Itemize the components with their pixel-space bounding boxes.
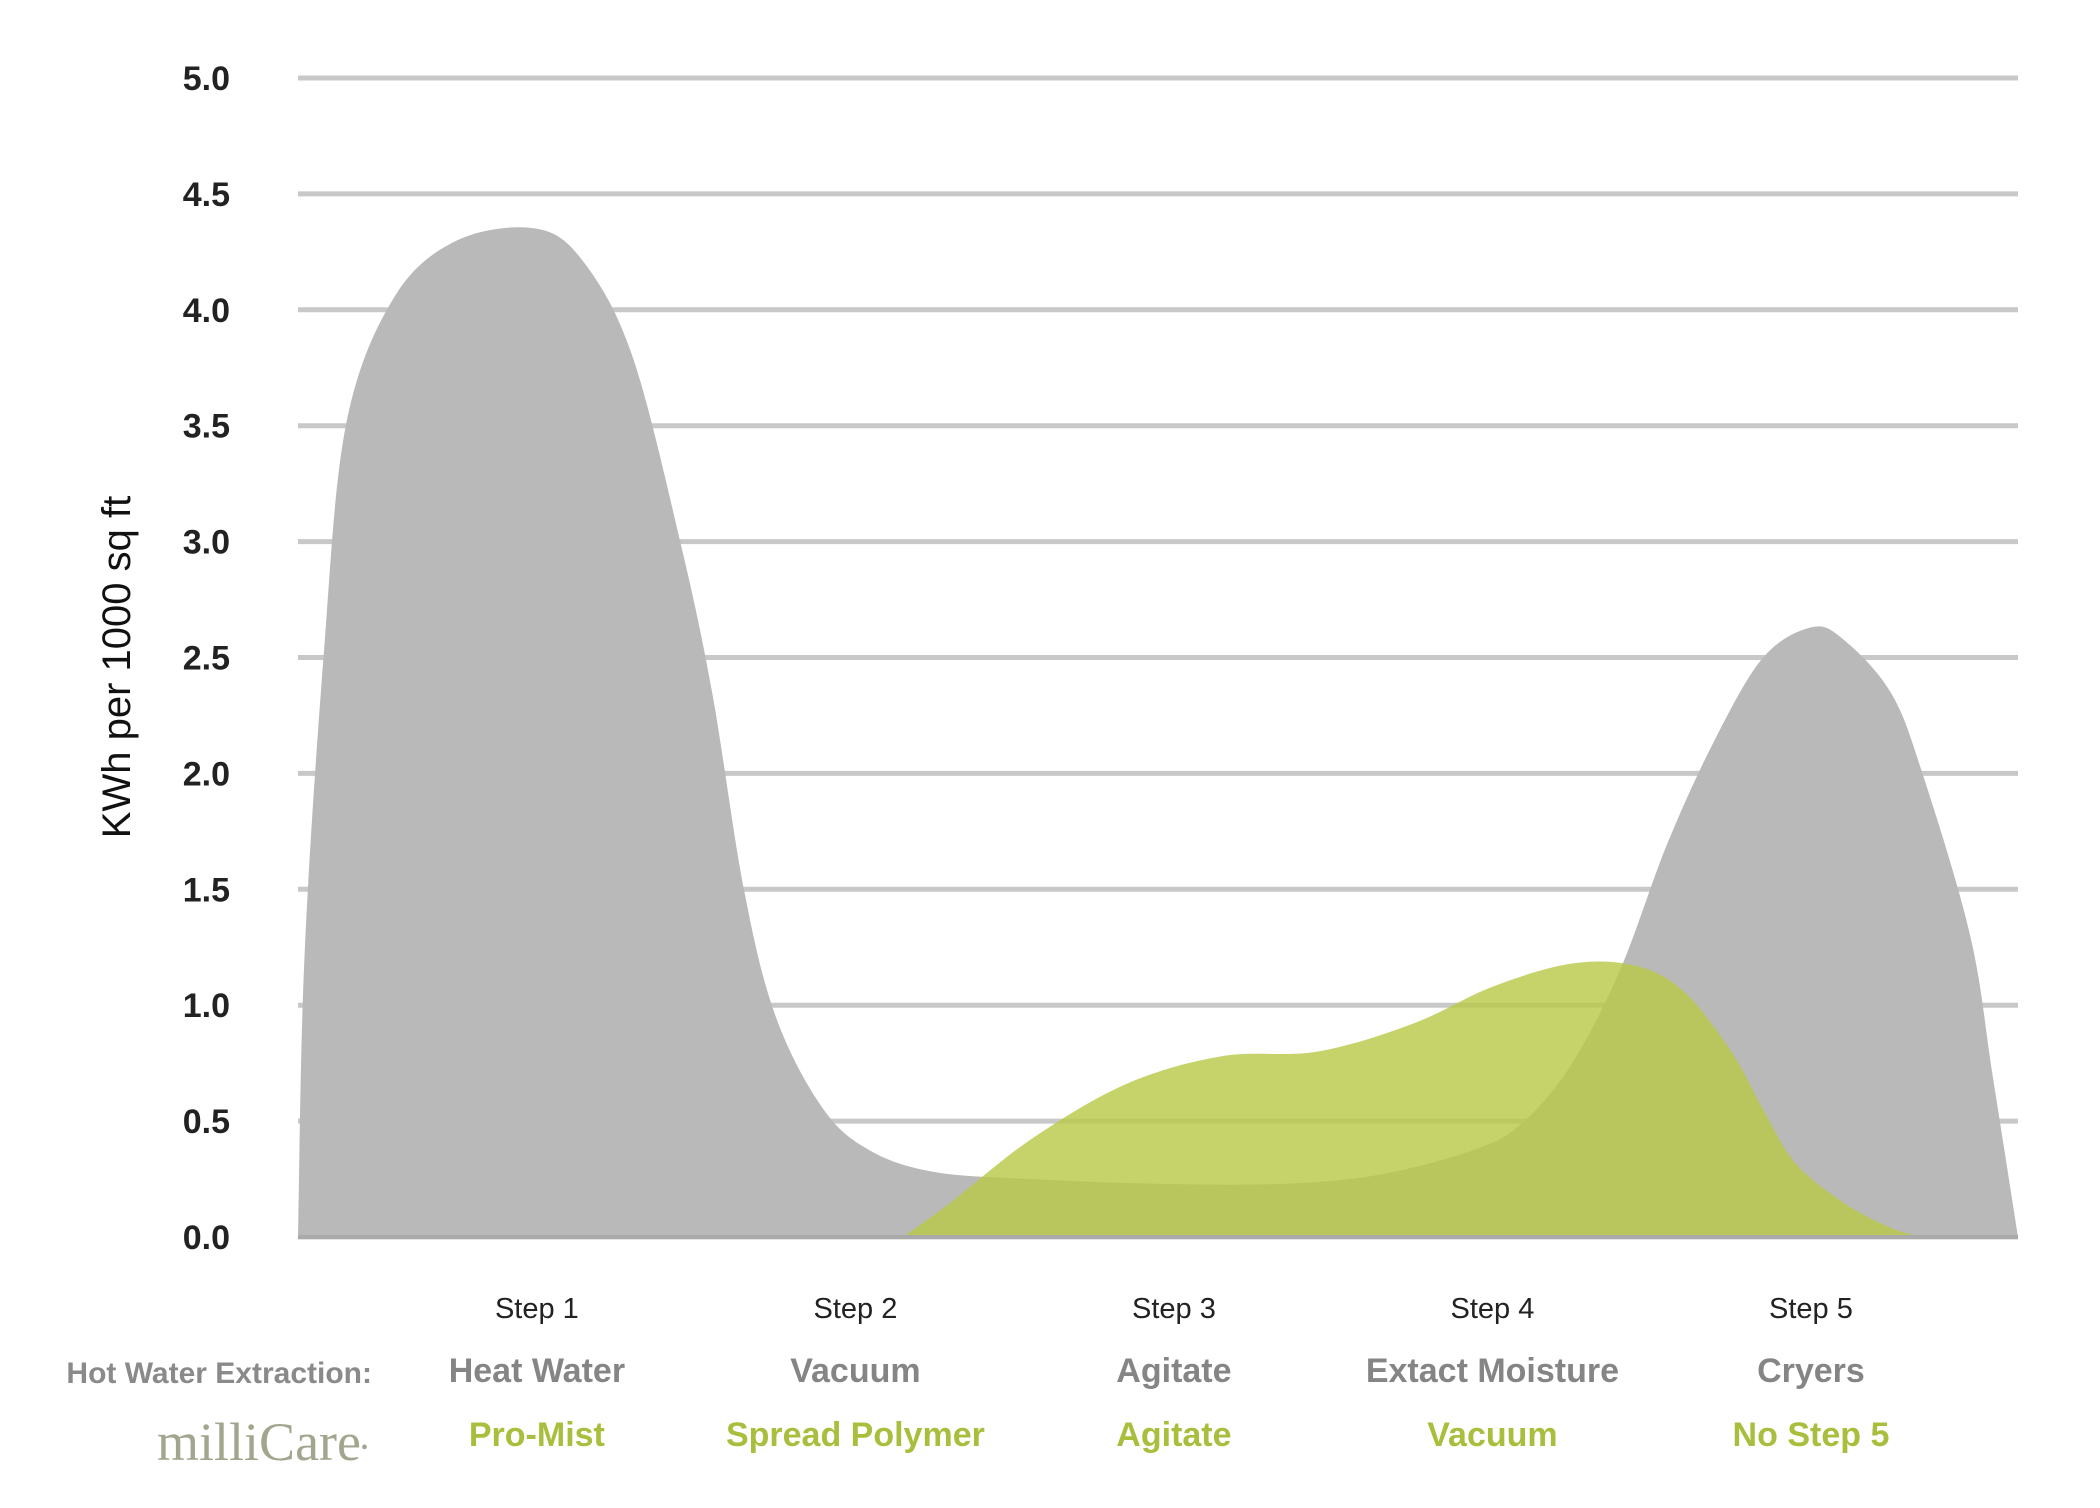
hot-water-extraction-area (298, 227, 2018, 1237)
millicare-logo-text: milliCare (157, 1412, 361, 1472)
hot-water-step-label: Extact Moisture (1366, 1352, 1619, 1390)
y-tick-label: 1.0 (183, 987, 230, 1025)
millicare-step-label: Agitate (1116, 1416, 1231, 1454)
y-tick-label: 2.5 (183, 640, 230, 678)
y-tick-label: 4.5 (183, 176, 230, 214)
millicare-step-label: Pro-Mist (469, 1416, 605, 1454)
millicare-step-label: Vacuum (1427, 1416, 1557, 1454)
y-tick-label: 0.0 (183, 1219, 230, 1257)
y-tick-label: 4.0 (183, 292, 230, 330)
millicare-area (903, 961, 1923, 1237)
area-series (298, 227, 2018, 1237)
step-label: Step 3 (1132, 1293, 1216, 1325)
hot-water-step-label: Vacuum (790, 1352, 920, 1390)
y-tick-label: 3.0 (183, 524, 230, 562)
hot-water-step-label: Cryers (1757, 1352, 1865, 1390)
millicare-logo-mark: • (361, 1437, 368, 1459)
hot-water-step-label: Agitate (1116, 1352, 1231, 1390)
process-rows: Heat Water Pro-Mist Vacuum Spread Polymer Ag… (449, 1352, 1890, 1454)
y-axis-label: KWh per 1000 sq ft (95, 496, 139, 838)
hot-water-extraction-title: Hot Water Extraction: (66, 1357, 372, 1390)
y-tick-label: 3.5 (183, 408, 230, 446)
step-label: Step 2 (813, 1293, 897, 1325)
y-tick-labels: 0.0 0.5 1.0 1.5 2.0 2.5 3.0 3.5 4.0 4.5 5.0 (183, 60, 230, 1257)
step-label: Step 4 (1451, 1293, 1535, 1325)
y-tick-label: 1.5 (183, 871, 230, 909)
y-tick-label: 5.0 (183, 60, 230, 98)
step-labels: Step 1 Step 2 Step 3 Step 4 Step 5 (495, 1293, 1853, 1325)
y-tick-label: 2.0 (183, 755, 230, 793)
hot-water-step-label: Heat Water (449, 1352, 625, 1390)
millicare-step-label: No Step 5 (1733, 1416, 1890, 1454)
millicare-logo: milliCare• (157, 1412, 368, 1472)
millicare-step-label: Spread Polymer (726, 1416, 985, 1454)
step-label: Step 1 (495, 1293, 579, 1325)
y-tick-label: 0.5 (183, 1103, 230, 1141)
step-label: Step 5 (1769, 1293, 1853, 1325)
